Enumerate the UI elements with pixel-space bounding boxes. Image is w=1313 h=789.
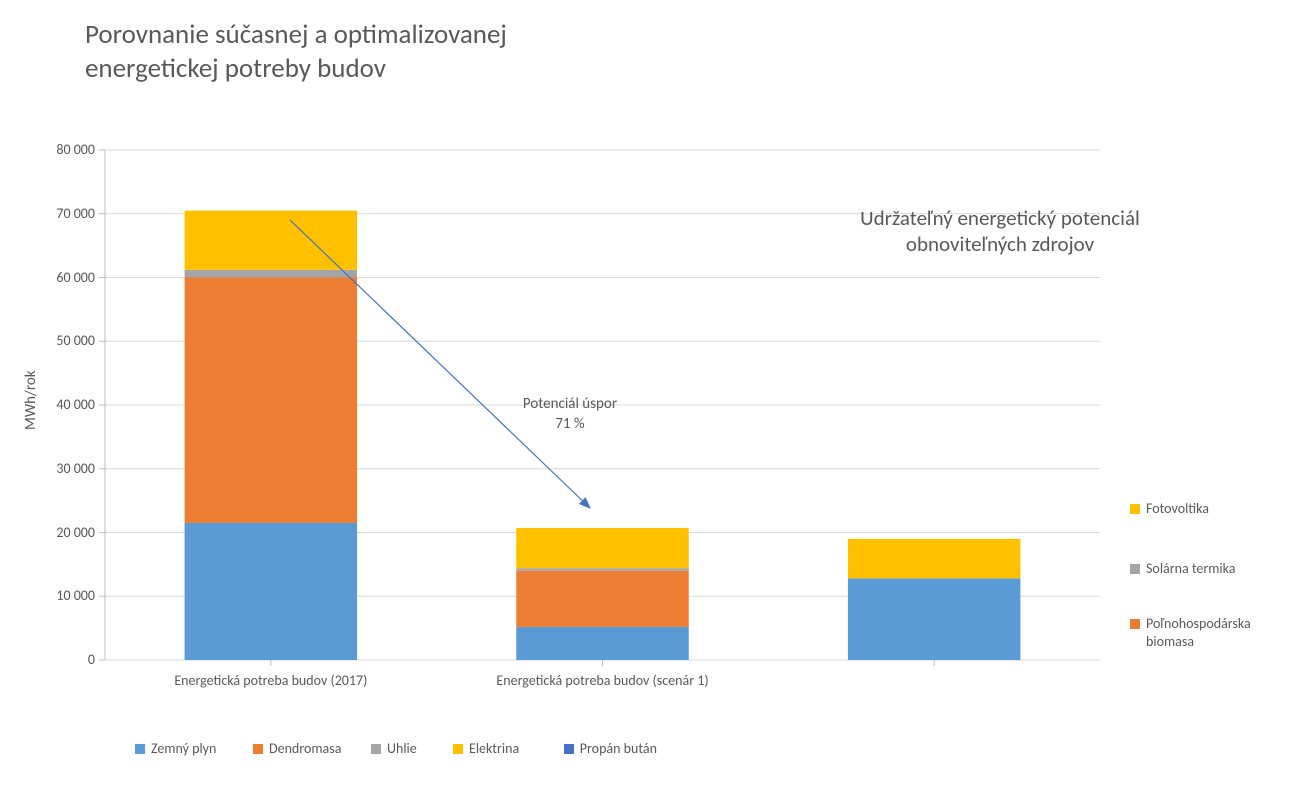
legend-item: Elektrina xyxy=(453,740,519,757)
y-tick-label: 20 000 xyxy=(35,524,95,541)
category-label: Energetická potreba budov (scenár 1) xyxy=(496,672,708,689)
legend-item: Dendromasa xyxy=(253,740,341,757)
y-tick-label: 80 000 xyxy=(35,141,95,158)
y-tick-label: 60 000 xyxy=(35,269,95,286)
legend-swatch xyxy=(1130,504,1140,514)
legend-swatch xyxy=(1130,619,1140,629)
chart-canvas xyxy=(0,0,1313,789)
chart-title-left: Porovnanie súčasnej a optimalizovanej en… xyxy=(85,18,507,86)
legend-label: Solárna termika xyxy=(1146,560,1235,578)
legend-swatch xyxy=(253,744,263,754)
y-tick-label: 40 000 xyxy=(35,396,95,413)
legend-label: Uhlie xyxy=(387,740,417,757)
y-tick-label: 30 000 xyxy=(35,460,95,477)
legend-swatch xyxy=(1130,564,1140,574)
legend-label: Elektrina xyxy=(469,740,519,757)
y-tick-label: 50 000 xyxy=(35,332,95,349)
legend-item: Uhlie xyxy=(371,740,417,757)
legend-item: Propán bután xyxy=(564,740,657,757)
legend-label: Zemný plyn xyxy=(151,740,216,757)
legend-label: Propán bután xyxy=(580,740,657,757)
legend-item: Poľnohospodárska biomasa xyxy=(1130,615,1251,650)
legend-swatch xyxy=(371,744,381,754)
y-tick-label: 10 000 xyxy=(35,587,95,604)
y-tick-label: 70 000 xyxy=(35,205,95,222)
legend-label: Poľnohospodárska biomasa xyxy=(1146,615,1251,650)
legend-item: Solárna termika xyxy=(1130,560,1235,578)
y-tick-label: 0 xyxy=(35,651,95,668)
legend-swatch xyxy=(453,744,463,754)
legend-item: Fotovoltika xyxy=(1130,500,1209,518)
chart-title-right: Udržateľný energetický potenciál obnovit… xyxy=(810,205,1190,258)
savings-annotation: Potenciál úspor 71 % xyxy=(490,395,650,434)
legend-item: Zemný plyn xyxy=(135,740,216,757)
legend-label: Dendromasa xyxy=(269,740,341,757)
category-label: Energetická potreba budov (2017) xyxy=(174,672,367,689)
legend-swatch xyxy=(564,744,574,754)
legend-swatch xyxy=(135,744,145,754)
legend-label: Fotovoltika xyxy=(1146,500,1209,518)
